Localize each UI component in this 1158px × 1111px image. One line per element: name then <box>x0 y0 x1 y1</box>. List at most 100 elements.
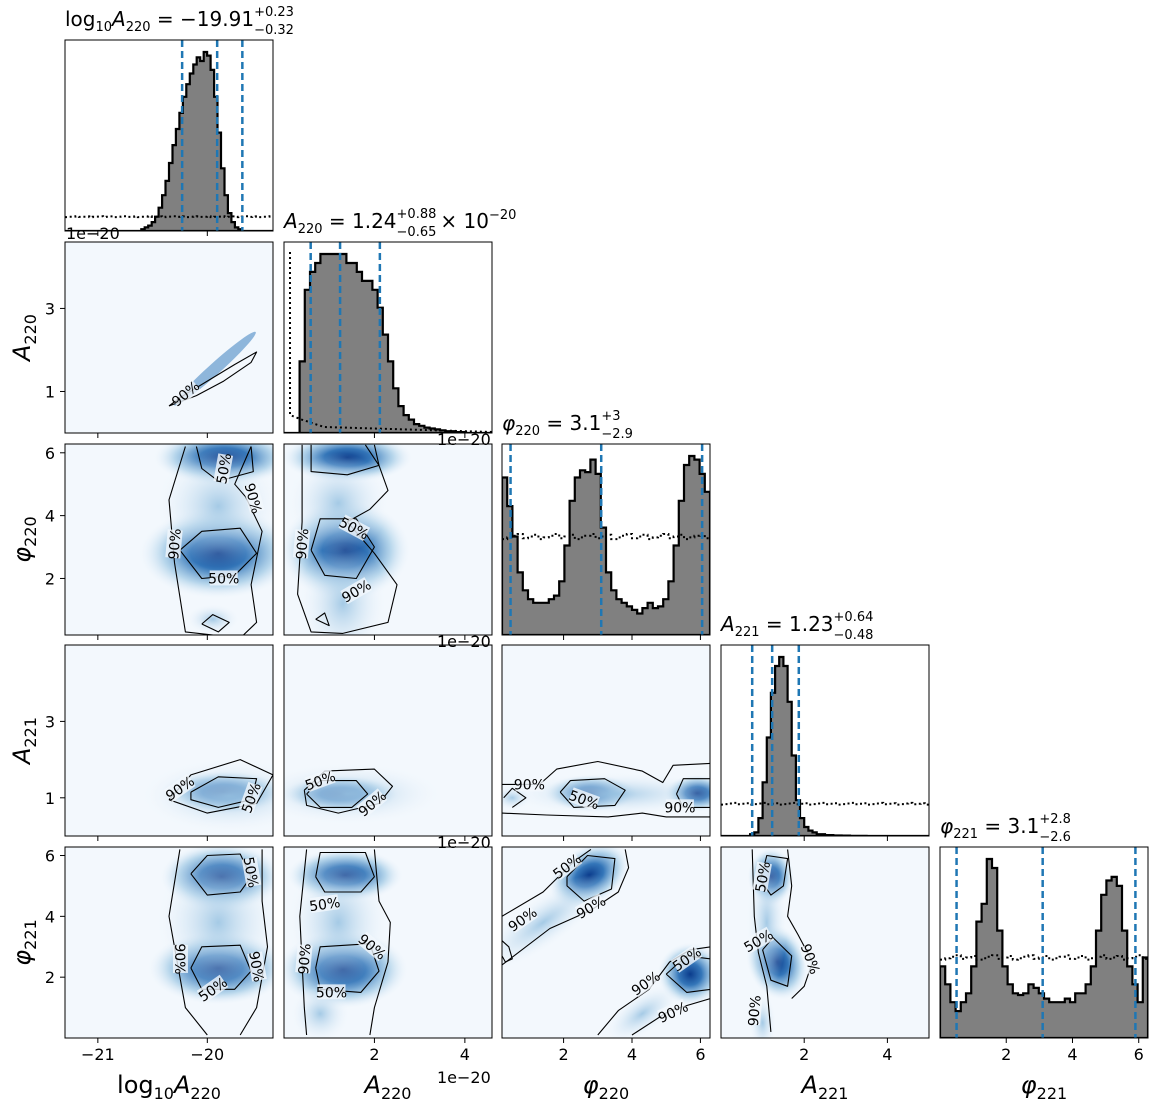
contour-label: 90% <box>245 950 266 983</box>
panel-frame <box>64 241 274 434</box>
offset-label: 1e−20 <box>437 1068 491 1087</box>
y-tick-label: 2 <box>45 968 55 987</box>
histogram-frame <box>720 644 930 837</box>
x-tick-label: 4 <box>1067 1045 1077 1064</box>
title-minus: −0.32 <box>254 23 294 38</box>
x-tick-label: 2 <box>369 1045 379 1064</box>
contour-label: 90% <box>241 482 265 516</box>
histogram-bars <box>502 454 710 635</box>
panel-frame <box>283 846 493 1039</box>
y-tick-label: 1 <box>45 789 55 808</box>
contour-label: 90% <box>171 943 187 974</box>
histogram-frame <box>64 39 274 232</box>
histogram-phi220 <box>502 444 710 635</box>
title-minus: −2.9 <box>601 427 633 442</box>
prior-distribution <box>502 533 710 541</box>
title-minus: −0.48 <box>834 628 874 643</box>
panel-frame <box>501 644 711 837</box>
x-tick-label: 6 <box>1134 1045 1144 1064</box>
contour-label: 90% <box>296 943 315 975</box>
contour-line <box>559 778 626 808</box>
panel-frame <box>720 846 930 1039</box>
contour-label: 50% <box>240 856 261 889</box>
title-A220: A220 = 1.24+0.88 <box>282 207 436 237</box>
contour-line <box>315 851 375 893</box>
y-tick-label: 2 <box>45 569 55 588</box>
offset-label: 1e−20 <box>437 833 491 852</box>
contour-line <box>179 527 258 580</box>
offset-label: 1e−20 <box>437 430 491 449</box>
panel-phi221-vs-log10A220: 50%90%50%90% <box>65 847 273 1038</box>
y-axis-label-phi220: φ220 <box>8 516 40 562</box>
contour-line <box>310 444 380 476</box>
contour-label: 50% <box>208 571 239 587</box>
title-log10A220: log10A220 = −19.91+0.23 <box>65 5 294 35</box>
contour-line <box>369 849 391 1036</box>
histogram-log10A220 <box>65 40 273 231</box>
offset-label: 1e−20 <box>66 224 120 243</box>
x-axis-label-phi221: φ221 <box>1021 1071 1067 1103</box>
contour-label: 90% <box>514 777 545 793</box>
y-axis-label-A220: A220 <box>8 314 40 363</box>
title-minus: −0.65 <box>397 225 437 240</box>
panel-A221-vs-A220: 50%90% <box>284 645 492 836</box>
x-tick-label: 2 <box>799 1045 809 1064</box>
title-suffix: × 10−20 <box>440 208 516 233</box>
x-tick-label: 2 <box>558 1045 568 1064</box>
contour-label: 50% <box>214 452 235 485</box>
contour-line <box>303 768 394 814</box>
panel-frame <box>283 443 493 636</box>
contour-line <box>297 444 398 634</box>
title-phi221: φ221 = 3.1+2.8 <box>940 812 1071 842</box>
x-axis-label-A220: A220 <box>363 1071 412 1103</box>
title-phi220: φ220 = 3.1+3 <box>502 409 621 439</box>
contour-label: 50% <box>753 860 774 893</box>
x-tick-label: 4 <box>882 1045 892 1064</box>
panel-A221-vs-phi220: 90%50% 90% <box>502 645 710 836</box>
y-tick-label: 4 <box>45 907 55 926</box>
x-axis-label-phi220: φ220 <box>583 1071 629 1103</box>
histogram-phi221 <box>940 847 1148 1038</box>
x-tick-label: 4 <box>460 1045 470 1064</box>
x-tick-label: 4 <box>627 1045 637 1064</box>
panel-phi220-vs-log10A220: 50% 90% 50% 90% <box>65 444 273 635</box>
density-blob <box>299 543 387 635</box>
x-tick-label: −21 <box>81 1045 115 1064</box>
contour-label: 90% <box>166 528 185 560</box>
y-tick-label: 1 <box>45 382 55 401</box>
histogram-A220 <box>284 242 492 433</box>
y-tick-label: 4 <box>45 507 55 526</box>
contour-line <box>751 849 772 1032</box>
contour-line <box>787 849 814 999</box>
prior-distribution <box>65 215 273 219</box>
contour-line <box>503 787 527 808</box>
contour-label: 90% <box>746 995 765 1027</box>
histogram-frame <box>283 241 493 434</box>
y-tick-label: 3 <box>45 712 55 731</box>
panel-A220-vs-log10A220: 90% <box>65 242 273 433</box>
contour-label: 90% <box>294 528 313 560</box>
y-tick-label: 3 <box>45 299 55 318</box>
panel-frame <box>64 644 274 837</box>
contour-line <box>502 940 513 963</box>
histogram-frame <box>501 443 711 636</box>
contour-line <box>502 812 710 818</box>
contour-line <box>759 854 789 896</box>
contour-line <box>239 849 269 1036</box>
x-tick-label: −20 <box>190 1045 224 1064</box>
contour-line <box>201 614 230 633</box>
offset-label: 1e−20 <box>437 632 491 651</box>
y-tick-label: 6 <box>45 444 55 463</box>
title-minus: −2.6 <box>1039 830 1071 845</box>
x-tick-label: 2 <box>1001 1045 1011 1064</box>
histogram-frame <box>939 846 1149 1039</box>
contour-line <box>168 759 273 814</box>
contour-label: 90% <box>664 800 695 816</box>
panel-frame <box>64 846 274 1039</box>
histogram-bars <box>284 252 492 433</box>
y-tick-label: 6 <box>45 847 55 866</box>
panel-A221-vs-log10A220: 90% 50% <box>65 645 273 836</box>
contour-label: 50% <box>308 895 341 915</box>
panel-frame <box>283 644 493 837</box>
